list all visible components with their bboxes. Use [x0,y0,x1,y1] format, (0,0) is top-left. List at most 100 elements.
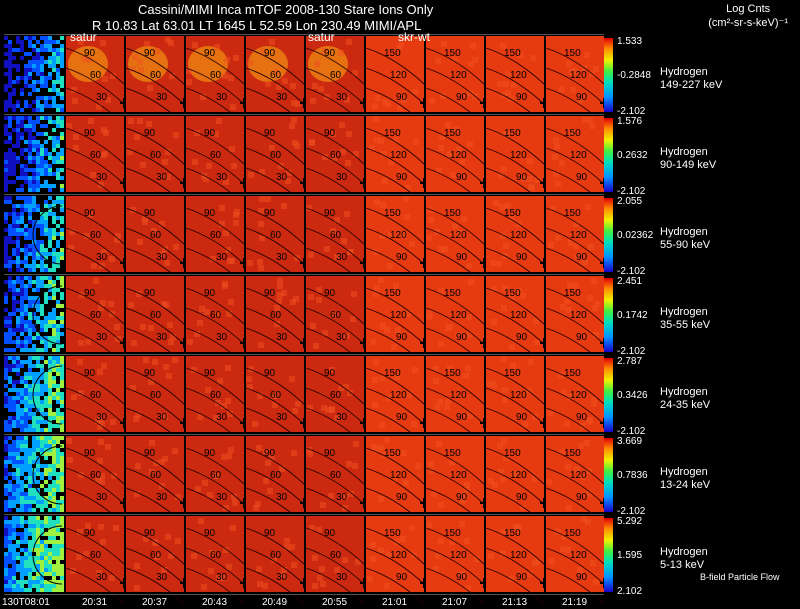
contour-label: 30 [216,92,228,103]
contour-label: 30 [156,332,168,343]
image-frame: 150 120 90 [545,196,608,285]
contour-label: 60 [90,150,102,161]
colorbar-value: 1.576 [617,116,643,127]
contour-label: 90 [204,448,216,459]
channel-label: Hydrogen 13-24 keV [660,466,710,492]
image-frame: 150 120 90 [545,436,608,525]
contour-label: 30 [216,332,228,343]
colorbar [604,198,613,272]
contour-label: 60 [330,390,342,401]
contour-label: 150 [504,368,521,379]
image-frame: 150 120 90 [485,436,548,525]
contour-label: 90 [144,128,156,139]
time-label: 20:37 [142,597,168,608]
footer-note: B-field Particle Flow [700,572,780,582]
contour-label: 60 [330,150,342,161]
contour-label: 150 [504,448,521,459]
contour-label: 150 [444,208,461,219]
contour-label: 30 [276,252,288,263]
contour-label: 90 [144,208,156,219]
contour-label: 90 [456,492,468,503]
contour-label: 30 [156,92,168,103]
image-frame: 90 60 30 [65,516,128,605]
contour-label: 90 [84,448,96,459]
contour-label: 120 [510,550,527,561]
contour-label: 150 [504,528,521,539]
units-line-2: (cm²-sr-s-keV)⁻¹ [708,17,788,29]
contour-label: 30 [216,572,228,583]
contour-label: 60 [150,470,162,481]
contour-label: 90 [516,92,528,103]
contour-label: 120 [510,70,527,81]
colorbar-value: 2.055 [617,196,643,207]
contour-label: 90 [264,288,276,299]
image-frame: 150 120 90 [425,436,488,525]
colorbar-value: -2.102 [617,106,646,117]
contour-label: 90 [84,48,96,59]
colorbar-value: 0.7836 [617,470,648,481]
species-label: Hydrogen [660,146,708,158]
contour-label: 120 [570,230,587,241]
contour-label: 90 [516,412,528,423]
image-frame: 90 60 30 [65,436,128,525]
contour-label: 90 [324,208,336,219]
contour-label: 30 [216,252,228,263]
contour-label: 60 [150,390,162,401]
contour-label: 30 [216,172,228,183]
contour-label: 30 [336,492,348,503]
contour-label: 90 [516,252,528,263]
image-frame: 90 60 30 [185,436,248,525]
contour-label: 30 [276,172,288,183]
colorbar-value: 1.533 [617,36,643,47]
contour-label: 150 [444,448,461,459]
energy-label: 149-227 keV [660,79,723,91]
channel-label: Hydrogen 24-35 keV [660,386,710,412]
contour-label: 60 [210,390,222,401]
image-frame: 90 60 30 [245,516,308,605]
contour-label: 90 [456,252,468,263]
image-frame: 90 60 30 [305,196,368,285]
frame-label: satur [308,30,335,44]
contour-label: 150 [504,208,521,219]
colorbar-value: -2.102 [617,426,646,437]
source-image [4,516,64,592]
energy-label: 90-149 keV [660,159,717,171]
contour-label: 90 [84,128,96,139]
contour-label: 60 [330,310,342,321]
source-image [4,116,64,192]
image-frame: 150 120 90 [545,516,608,605]
contour-label: 120 [570,70,587,81]
image-frame: 90 60 30 [185,356,248,445]
colorbar-value: 5.292 [617,516,643,527]
contour-label: 120 [570,470,587,481]
colorbar [604,38,613,112]
image-frame: 150 120 90 [425,516,488,605]
colorbar-value: 1.595 [617,550,643,561]
contour-label: 90 [84,368,96,379]
contour-label: 90 [204,208,216,219]
contour-label: 150 [504,128,521,139]
image-frame: 90 60 30 [125,276,188,365]
contour-label: 60 [210,550,222,561]
contour-label: 90 [204,288,216,299]
contour-label: 120 [450,390,467,401]
contour-label: 90 [396,332,408,343]
orbit-info: R 10.83 Lat 63.01 LT 1645 L 52.59 Lon 23… [92,18,422,33]
contour-label: 150 [444,48,461,59]
source-image [4,436,64,512]
contour-label: 60 [270,150,282,161]
channel-label: Hydrogen 5-13 keV [660,546,708,572]
image-frame: 90 60 30 [185,196,248,285]
contour-label: 90 [456,92,468,103]
contour-label: 150 [564,288,581,299]
contour-label: 60 [90,230,102,241]
image-frame: 150 120 90 [545,276,608,365]
contour-label: 90 [144,48,156,59]
time-label: 21:07 [442,597,468,608]
species-label: Hydrogen [660,226,708,238]
image-frame: 90 60 30 [305,516,368,605]
contour-label: 90 [204,48,216,59]
image-frame: 150 120 90 [425,116,488,205]
species-label: Hydrogen [660,546,708,558]
contour-label: 90 [204,368,216,379]
